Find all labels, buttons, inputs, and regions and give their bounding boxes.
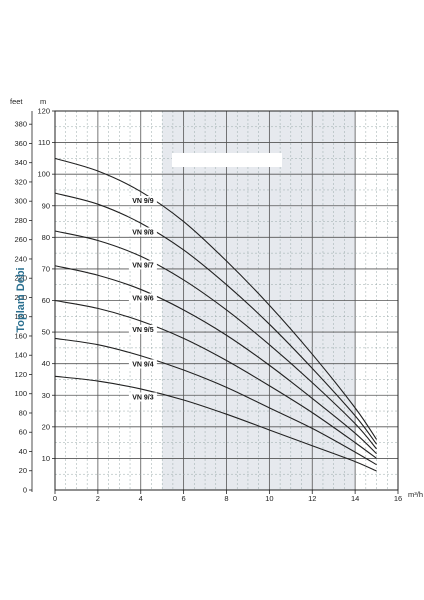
- x-tick-label: 4: [139, 494, 143, 503]
- feet-tick-label: 260: [14, 235, 27, 244]
- feet-unit-label: feet: [10, 97, 23, 106]
- feet-tick-label: 240: [14, 254, 27, 263]
- m-tick-label: 80: [42, 233, 50, 242]
- x-tick-label: 0: [53, 494, 57, 503]
- curves: [54, 157, 378, 472]
- feet-tick-label: 220: [14, 274, 27, 283]
- x-tick-label: 6: [182, 494, 186, 503]
- curve-label-bg: [128, 392, 157, 402]
- feet-tick-label: 280: [14, 216, 27, 225]
- feet-tick-label: 380: [14, 120, 27, 129]
- x-unit-label: m³/h: [408, 490, 423, 499]
- feet-tick-label: 20: [19, 466, 27, 475]
- pump-curve: [54, 157, 378, 440]
- x-axis: 0 2 4 6 8 10 12 14 16: [53, 490, 402, 503]
- curve-label: VN 9/8: [132, 229, 154, 236]
- curve-label-bg: [128, 359, 157, 369]
- feet-tick-label: 80: [19, 408, 27, 417]
- m-unit-label: m: [40, 97, 46, 106]
- x-tick-label: 10: [265, 494, 273, 503]
- x-tick-label: 14: [351, 494, 359, 503]
- m-tick-label: 40: [42, 359, 50, 368]
- feet-tick-label: 0: [23, 486, 27, 495]
- y-axis-title: Toplam Debi: [15, 267, 27, 332]
- pump-curve: [54, 265, 377, 455]
- feet-tick-label: 180: [14, 312, 27, 321]
- feet-tick-label: 200: [14, 293, 27, 302]
- curve-label: VN 9/3: [132, 394, 154, 401]
- x-tick-label: 2: [96, 494, 100, 503]
- x-tick-label: 12: [308, 494, 316, 503]
- m-tick-label: 90: [42, 201, 50, 210]
- feet-tick-label: 340: [14, 158, 27, 167]
- feet-axis: 0 20 40 60 80 100 120 140 160 180 200 220 240 260 280 3…: [14, 111, 33, 495]
- feet-tick-label: 360: [14, 139, 27, 148]
- pump-curve: [54, 337, 377, 466]
- m-tick-label: 120: [37, 107, 50, 116]
- feet-tick-label: 60: [19, 428, 27, 437]
- feet-tick-label: 120: [14, 370, 27, 379]
- curve-label: VN 9/4: [132, 361, 154, 368]
- m-tick-label: 30: [42, 391, 50, 400]
- curve-label-bg: [128, 260, 157, 270]
- curve-label-bg: [128, 293, 157, 303]
- whiteout-box: [172, 153, 282, 167]
- m-axis: 10 20 30 40 50 60 70 80 90 100 110 120: [37, 107, 55, 463]
- m-tick-label: 20: [42, 422, 50, 431]
- pump-curve: [54, 299, 377, 459]
- curve-labels: VN 9/3 VN 9/4 VN 9/5 VN 9/6 VN 9/7 VN 9/8 VN 9…: [128, 196, 157, 402]
- feet-tick-label: 140: [14, 351, 27, 360]
- feet-tick-label: 100: [14, 389, 27, 398]
- m-tick-label: 110: [38, 138, 50, 147]
- pump-curve: [54, 230, 377, 450]
- m-tick-label: 100: [37, 170, 50, 179]
- m-tick-label: 70: [42, 264, 50, 273]
- curve-label-bg: [128, 324, 157, 334]
- x-tick-label: 8: [224, 494, 228, 503]
- curve-label: VN 9/7: [132, 262, 154, 269]
- m-tick-label: 50: [42, 328, 50, 337]
- curve-label-bg: [128, 196, 157, 206]
- curve-label: VN 9/9: [132, 198, 154, 205]
- feet-tick-label: 160: [14, 331, 27, 340]
- curve-label-bg: [128, 227, 157, 237]
- curve-label: VN 9/6: [132, 295, 154, 302]
- feet-tick-label: 40: [19, 447, 27, 456]
- feet-tick-label: 320: [14, 177, 27, 186]
- x-tick-label: 16: [394, 494, 402, 503]
- pump-curve: [54, 192, 378, 445]
- m-tick-label: 10: [42, 454, 50, 463]
- pump-curve: [54, 375, 377, 472]
- m-tick-label: 60: [42, 296, 50, 305]
- curve-label: VN 9/5: [132, 327, 154, 334]
- feet-tick-label: 300: [14, 197, 27, 206]
